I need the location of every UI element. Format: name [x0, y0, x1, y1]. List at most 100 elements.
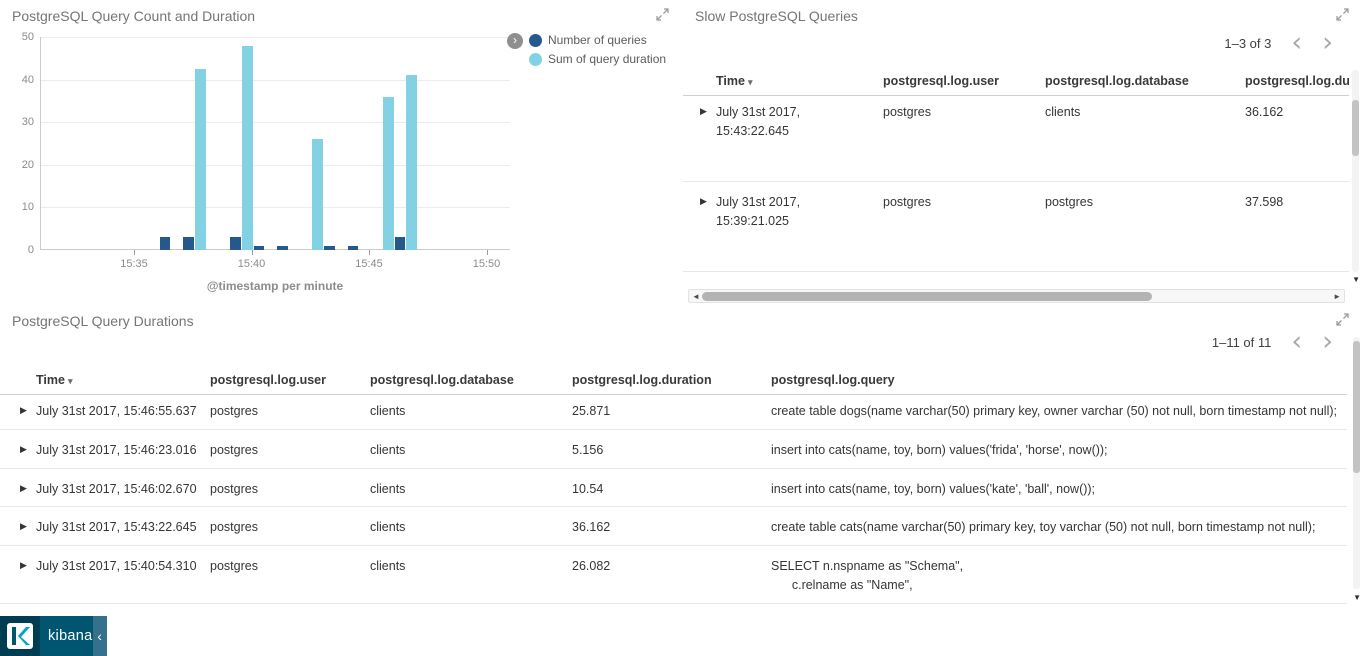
page-next-button[interactable]: ›	[1322, 27, 1333, 58]
table-row[interactable]: ▶ July 31st 2017, 15:43:22.645 postgres …	[683, 92, 1349, 182]
table-row[interactable]: ▶ July 31st 2017, 15:46:02.670 postgres …	[0, 469, 1347, 508]
sort-desc-icon: ▾	[67, 376, 73, 386]
kibana-brand: kibana	[40, 616, 93, 656]
table-row[interactable]: ▶ July 31st 2017, 15:43:22.645 postgres …	[0, 507, 1347, 546]
column-header-user[interactable]: postgresql.log.user	[210, 373, 326, 387]
panel-query-durations: PostgreSQL Query Durations 1–11 of 11 ‹ …	[0, 305, 1363, 616]
legend-items: Number of queries Sum of query duration	[529, 33, 666, 66]
bar-chart: 0 10 20 30 40 50 15:35 15:40 15:45 15:50 @timesta…	[0, 0, 683, 305]
cell-time: July 31st 2017, 15:43:22.645	[36, 520, 197, 535]
cell-user: postgres	[210, 520, 258, 535]
cell-query: SELECT n.nspname as "Schema", c.relname …	[771, 559, 964, 592]
cell-database: clients	[1045, 105, 1081, 119]
cell-user: postgres	[883, 195, 931, 209]
column-header-query[interactable]: postgresql.log.query	[771, 373, 895, 387]
cell-duration: 25.871	[572, 404, 611, 418]
x-axis-label: 15:50	[472, 258, 501, 270]
vertical-scrollbar[interactable]	[1353, 337, 1360, 589]
scrollbar-thumb[interactable]	[1352, 100, 1359, 156]
scroll-right-icon[interactable]: ►	[1333, 292, 1341, 301]
x-axis-label: 15:40	[237, 258, 266, 270]
table-row[interactable]: ▶ July 31st 2017, 15:40:54.310 postgres …	[0, 546, 1347, 604]
scroll-left-icon[interactable]: ◄	[692, 292, 700, 301]
chart-bar[interactable]	[183, 237, 194, 250]
column-header-database[interactable]: postgresql.log.database	[370, 373, 514, 387]
x-axis-title: @timestamp per minute	[206, 279, 344, 293]
expand-panel-icon[interactable]	[1336, 8, 1349, 26]
chart-bar[interactable]	[241, 45, 253, 250]
chart-bar[interactable]	[324, 245, 335, 250]
chart-bar[interactable]	[312, 139, 323, 250]
legend-item-duration[interactable]: Sum of query duration	[529, 52, 666, 66]
kibana-logo[interactable]	[0, 616, 40, 656]
chart-plot-area	[40, 37, 510, 250]
cell-time: July 31st 2017, 15:39:21.025	[716, 195, 801, 228]
row-expand-icon[interactable]: ▶	[20, 443, 27, 454]
y-axis-label: 0	[27, 244, 34, 256]
cell-query: insert into cats(name, toy, born) values…	[771, 442, 1108, 457]
scrollbar-thumb[interactable]	[702, 292, 1152, 301]
expand-arrows-icon	[1336, 313, 1349, 326]
cell-query: create table dogs(name varchar(50) prima…	[771, 404, 1337, 418]
chart-bar[interactable]	[347, 245, 359, 250]
chart-bar[interactable]	[382, 96, 394, 250]
cell-database: clients	[370, 442, 406, 457]
column-header-time[interactable]: Time ▾	[716, 74, 753, 88]
table-row[interactable]: ▶ July 31st 2017, 15:46:55.637 postgres …	[0, 391, 1347, 430]
scroll-down-icon[interactable]: ▼	[1353, 593, 1361, 602]
cell-user: postgres	[210, 442, 258, 457]
column-header-user[interactable]: postgresql.log.user	[883, 74, 999, 88]
chart-bar[interactable]	[159, 237, 171, 250]
table-row[interactable]: ▶ July 31st 2017, 15:46:23.016 postgres …	[0, 430, 1347, 469]
table-row[interactable]: ▶ July 31st 2017, 15:39:21.025 postgres …	[683, 182, 1349, 272]
table-body: ▶ July 31st 2017, 15:46:55.637 postgres …	[0, 391, 1347, 616]
chart-bar[interactable]	[194, 68, 206, 250]
chart-legend: › Number of queries Sum of query duratio…	[507, 33, 666, 66]
row-expand-icon[interactable]: ▶	[20, 560, 27, 570]
chart-bar[interactable]	[394, 237, 406, 250]
cell-user: postgres	[210, 404, 258, 418]
page-next-button[interactable]: ›	[1322, 326, 1333, 357]
column-header-duration[interactable]: postgresql.log.duration	[1245, 74, 1349, 88]
gridline	[41, 122, 510, 124]
row-expand-icon[interactable]: ▶	[700, 106, 707, 116]
legend-toggle-icon[interactable]: ›	[507, 33, 523, 49]
cell-query: create table cats(name varchar(50) prima…	[771, 520, 1316, 535]
legend-label: Sum of query duration	[548, 52, 667, 66]
scroll-down-icon[interactable]: ▼	[1352, 275, 1360, 284]
chart-bar[interactable]	[406, 75, 417, 250]
cell-duration: 10.54	[572, 481, 604, 496]
expand-panel-icon[interactable]	[1336, 313, 1349, 331]
scrollbar-thumb[interactable]	[1353, 341, 1360, 473]
legend-item-queries[interactable]: Number of queries	[529, 33, 666, 47]
row-expand-icon[interactable]: ▶	[20, 482, 27, 493]
kibana-brand-label: kibana	[48, 628, 93, 644]
expand-panel-icon[interactable]	[656, 8, 669, 26]
x-tick	[134, 250, 135, 255]
cell-database: clients	[370, 481, 406, 496]
row-expand-icon[interactable]: ▶	[20, 521, 27, 532]
kibana-logo-icon	[7, 623, 33, 649]
cell-database: clients	[370, 404, 406, 418]
row-expand-icon[interactable]: ▶	[700, 196, 707, 206]
column-header-time[interactable]: Time ▾	[36, 373, 73, 387]
column-header-database[interactable]: postgresql.log.database	[1045, 74, 1189, 88]
cell-duration: 37.598	[1245, 195, 1284, 209]
collapse-nav-button[interactable]: ‹	[92, 616, 107, 656]
legend-dot-duration-icon	[529, 52, 542, 66]
chart-bar[interactable]	[253, 245, 265, 250]
column-header-duration[interactable]: postgresql.log.duration	[572, 373, 712, 387]
vertical-scrollbar[interactable]	[1352, 70, 1359, 272]
cell-database: clients	[370, 559, 406, 573]
table-header: Time ▾ postgresql.log.user postgresql.log…	[683, 66, 1349, 96]
horizontal-scrollbar[interactable]: ◄ ►	[688, 289, 1345, 303]
x-axis-label: 15:35	[120, 258, 148, 270]
page-prev-button[interactable]: ‹	[1291, 326, 1303, 357]
table-body: ▶ July 31st 2017, 15:43:22.645 postgres …	[683, 92, 1349, 287]
y-axis-label: 30	[21, 116, 34, 129]
cell-time: July 31st 2017, 15:43:22.645	[716, 105, 801, 138]
row-expand-icon[interactable]: ▶	[20, 405, 27, 415]
page-prev-button[interactable]: ‹	[1291, 27, 1303, 58]
chart-bar[interactable]	[277, 245, 288, 250]
chart-bar[interactable]	[230, 237, 241, 250]
